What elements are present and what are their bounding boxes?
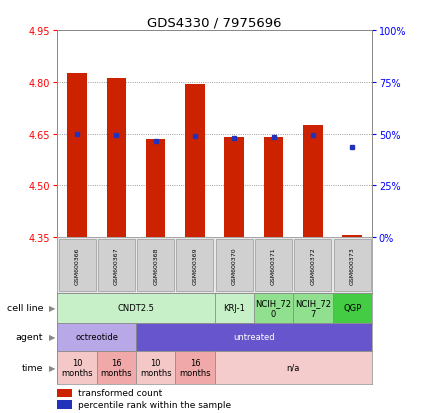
Bar xyxy=(59,239,96,292)
Bar xyxy=(57,389,71,397)
Bar xyxy=(224,138,244,237)
Text: time: time xyxy=(22,363,43,372)
Text: cell line: cell line xyxy=(7,304,43,313)
Text: untreated: untreated xyxy=(233,332,275,342)
Text: 10
months: 10 months xyxy=(61,358,93,377)
Text: ▶: ▶ xyxy=(49,363,56,372)
Bar xyxy=(332,293,372,323)
Text: n/a: n/a xyxy=(286,363,300,372)
Title: GDS4330 / 7975696: GDS4330 / 7975696 xyxy=(147,17,282,30)
Bar xyxy=(57,323,136,351)
Text: ▶: ▶ xyxy=(49,304,56,313)
Bar xyxy=(176,239,213,292)
Bar xyxy=(303,126,323,237)
Bar xyxy=(215,351,372,384)
Text: percentile rank within the sample: percentile rank within the sample xyxy=(78,400,231,409)
Bar xyxy=(57,400,71,409)
Bar xyxy=(175,351,215,384)
Text: KRJ-1: KRJ-1 xyxy=(224,304,245,313)
Text: 10
months: 10 months xyxy=(140,358,171,377)
Text: GSM600367: GSM600367 xyxy=(114,247,119,284)
Text: GSM600372: GSM600372 xyxy=(310,247,315,284)
Text: transformed count: transformed count xyxy=(78,388,162,397)
Bar xyxy=(57,351,96,384)
Bar xyxy=(215,293,254,323)
Text: octreotide: octreotide xyxy=(75,332,118,342)
Text: NCIH_72
7: NCIH_72 7 xyxy=(295,299,331,318)
Bar xyxy=(334,239,371,292)
Bar xyxy=(98,239,135,292)
Bar xyxy=(137,239,174,292)
Bar xyxy=(107,79,126,237)
Bar xyxy=(216,239,253,292)
Text: GSM600368: GSM600368 xyxy=(153,247,158,284)
Bar xyxy=(185,84,205,237)
Text: GSM600371: GSM600371 xyxy=(271,247,276,284)
Bar xyxy=(293,293,332,323)
Text: 16
months: 16 months xyxy=(179,358,211,377)
Bar xyxy=(254,293,293,323)
Text: ▶: ▶ xyxy=(49,332,56,342)
Text: QGP: QGP xyxy=(343,304,361,313)
Text: CNDT2.5: CNDT2.5 xyxy=(118,304,154,313)
Bar xyxy=(295,239,332,292)
Text: agent: agent xyxy=(16,332,43,342)
Text: GSM600369: GSM600369 xyxy=(193,247,198,284)
Bar xyxy=(57,293,215,323)
Bar xyxy=(96,351,136,384)
Text: 16
months: 16 months xyxy=(101,358,132,377)
Bar xyxy=(264,138,283,237)
Bar xyxy=(67,74,87,237)
Text: GSM600366: GSM600366 xyxy=(74,247,79,284)
Bar xyxy=(146,139,165,237)
Text: GSM600370: GSM600370 xyxy=(232,247,237,284)
Bar xyxy=(255,239,292,292)
Bar xyxy=(136,323,372,351)
Text: GSM600373: GSM600373 xyxy=(350,247,355,284)
Bar xyxy=(136,351,175,384)
Bar xyxy=(343,236,362,237)
Text: NCIH_72
0: NCIH_72 0 xyxy=(255,299,292,318)
